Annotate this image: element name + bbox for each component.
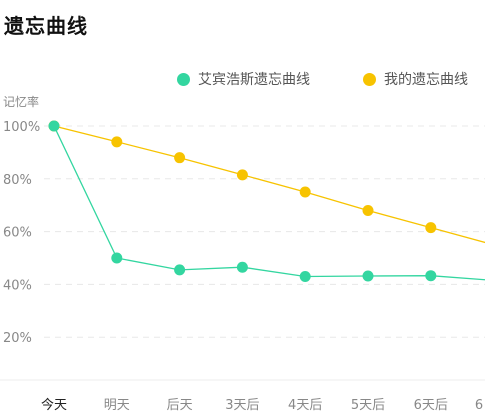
legend-marker-ebbinghaus	[177, 72, 190, 86]
x-tick-label: 6	[475, 398, 483, 413]
x-tick-label: 后天	[167, 398, 193, 413]
x-tick-label: 明天	[104, 398, 130, 413]
series-line-mine	[53, 125, 485, 244]
data-point-ebbinghaus	[362, 270, 374, 282]
data-point-mine	[299, 186, 311, 198]
data-point-mine	[362, 204, 374, 216]
x-tick-label: 4天后	[288, 398, 322, 413]
y-tick-label: 20%	[3, 331, 32, 346]
data-point-ebbinghaus	[236, 261, 248, 273]
series-line-ebbinghaus	[53, 125, 485, 281]
y-tick-label: 60%	[3, 226, 32, 241]
y-tick-label: 80%	[3, 173, 32, 188]
legend-label-ebbinghaus: 艾宾浩斯遗忘曲线	[198, 72, 310, 88]
data-point-ebbinghaus	[425, 270, 437, 282]
legend-label-mine: 我的遗忘曲线	[384, 72, 468, 88]
data-point-mine	[236, 169, 248, 181]
data-point-mine	[174, 152, 186, 164]
x-tick-label: 今天	[41, 397, 67, 413]
y-axis-label: 记忆率	[3, 94, 39, 109]
y-tick-label: 40%	[3, 278, 32, 293]
y-tick-label: 100%	[3, 120, 40, 135]
data-point-ebbinghaus	[111, 252, 123, 264]
data-point-ebbinghaus	[299, 270, 311, 282]
data-point-mine	[111, 136, 123, 148]
x-tick-label: 3天后	[225, 398, 259, 413]
x-tick-label: 5天后	[351, 398, 385, 413]
data-point-ebbinghaus	[48, 120, 60, 132]
legend-item-mine[interactable]: 我的遗忘曲线	[363, 68, 468, 90]
chart-title: 遗忘曲线	[4, 14, 88, 38]
data-point-ebbinghaus	[174, 264, 186, 276]
x-tick-label: 6天后	[414, 398, 448, 413]
legend-marker-mine	[363, 72, 376, 86]
legend-item-ebbinghaus[interactable]: 艾宾浩斯遗忘曲线	[177, 68, 310, 90]
data-point-mine	[425, 222, 437, 234]
